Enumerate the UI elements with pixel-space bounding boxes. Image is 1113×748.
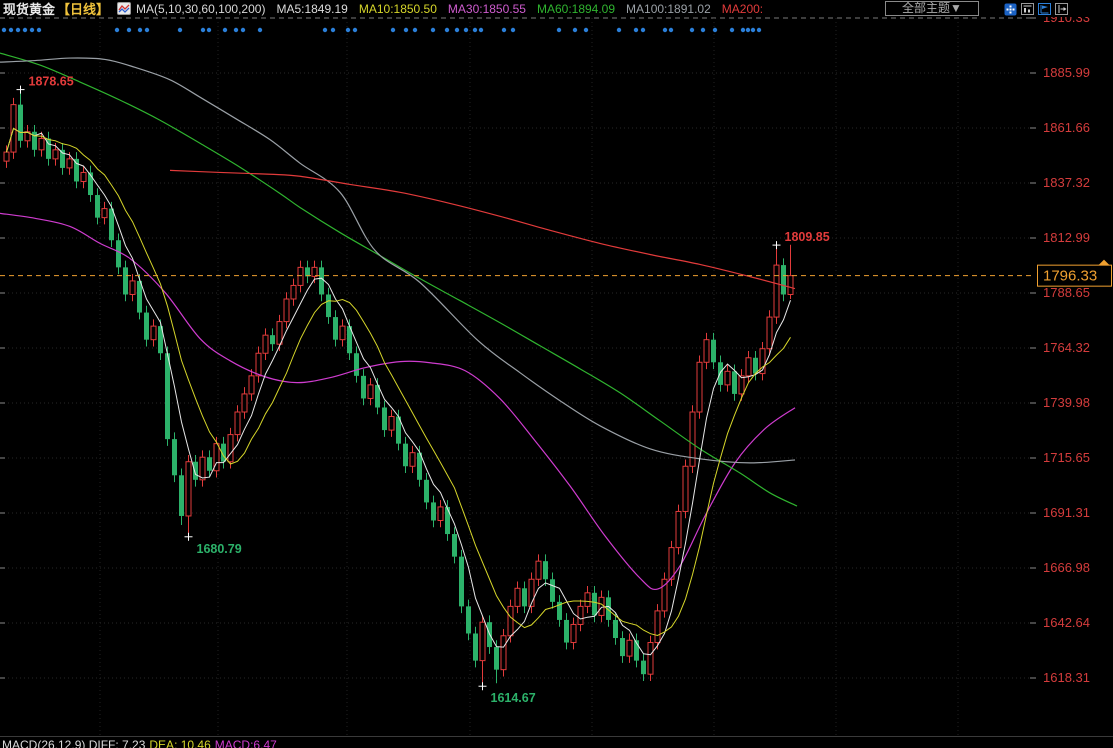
svg-text:1715.65: 1715.65 [1043, 450, 1090, 465]
drawing-tools-button[interactable] [1038, 2, 1052, 16]
detach-panel-button[interactable] [1055, 2, 1069, 16]
svg-text:1614.67: 1614.67 [491, 691, 536, 705]
ma-line-MA200 [169, 169, 796, 290]
macd-value-label: MACD:6.47 [214, 738, 277, 748]
ma10-value: MA10:1850.50 [358, 1, 437, 16]
extreme-markers-layer: 1878.65 1809.85 1680.79 1614.67 [16, 75, 830, 705]
ma-line-MA60 [0, 52, 798, 507]
theme-dropdown[interactable]: 全部主题▼ [885, 1, 979, 16]
svg-text:1764.32: 1764.32 [1043, 340, 1090, 355]
svg-text:1809.85: 1809.85 [785, 230, 830, 244]
svg-text:1642.64: 1642.64 [1043, 615, 1090, 630]
indicator-window-icon [1021, 2, 1034, 15]
ma-line-MA5 [6, 127, 791, 656]
svg-text:1861.66: 1861.66 [1043, 120, 1090, 135]
instrument-title: 现货黄金 [3, 2, 56, 17]
svg-text:1618.31: 1618.31 [1043, 670, 1090, 685]
svg-text:1680.79: 1680.79 [197, 542, 242, 556]
ma200-value: MA200: [721, 1, 764, 16]
mini-chart-icon [117, 2, 132, 15]
ma5-value: MA5:1849.19 [276, 1, 348, 16]
header-toolbar: 全部主题▼ [885, 1, 1069, 16]
svg-text:1812.99: 1812.99 [1043, 230, 1090, 245]
svg-text:1739.98: 1739.98 [1043, 395, 1090, 410]
ma60-value: MA60:1894.09 [536, 1, 616, 16]
svg-text:1666.98: 1666.98 [1043, 560, 1090, 575]
grid-layout-button[interactable] [1004, 2, 1018, 16]
price-axis-labels: 1910.331885.991861.661837.321812.991788.… [1043, 10, 1090, 685]
macd-panel-header: MACD(26,12,9) DIFF: 7.23 DEA: 10.46 MACD… [0, 736, 1113, 748]
svg-text:1837.32: 1837.32 [1043, 175, 1090, 190]
ma100-value: MA100:1891.02 [626, 1, 711, 16]
event-dots-layer [1, 27, 762, 33]
drawing-tools-icon [1038, 2, 1051, 15]
svg-text:1885.99: 1885.99 [1043, 65, 1090, 80]
detach-panel-icon [1055, 2, 1068, 15]
current-price-tag [1037, 264, 1112, 287]
ma-line-MA100 [0, 57, 796, 464]
ma-line-MA10 [6, 127, 791, 637]
ma-line-MA30 [0, 212, 796, 591]
grid-layer [0, 17, 1036, 735]
ma-overlays-layer [0, 52, 798, 656]
indicator-window-button[interactable] [1021, 2, 1035, 16]
macd-diff-label: MACD(26,12,9) DIFF: 7.23 [2, 738, 146, 748]
grid-layout-icon [1004, 3, 1017, 15]
chart-header: 现货黄金 【日线】 MA(5,10,30,60,100,200) MA5:184… [0, 0, 1113, 17]
macd-dea-label: DEA: 10.46 [149, 738, 211, 748]
ma-params: MA(5,10,30,60,100,200) [136, 1, 266, 16]
current-price-layer: 1796.33 [0, 259, 1112, 287]
svg-text:1796.33: 1796.33 [1043, 268, 1097, 285]
svg-text:1788.65: 1788.65 [1043, 285, 1090, 300]
svg-text:1691.31: 1691.31 [1043, 505, 1090, 520]
period-label: 【日线】 [57, 2, 110, 17]
ma30-value: MA30:1850.55 [447, 1, 526, 16]
svg-text:1878.65: 1878.65 [29, 75, 74, 89]
